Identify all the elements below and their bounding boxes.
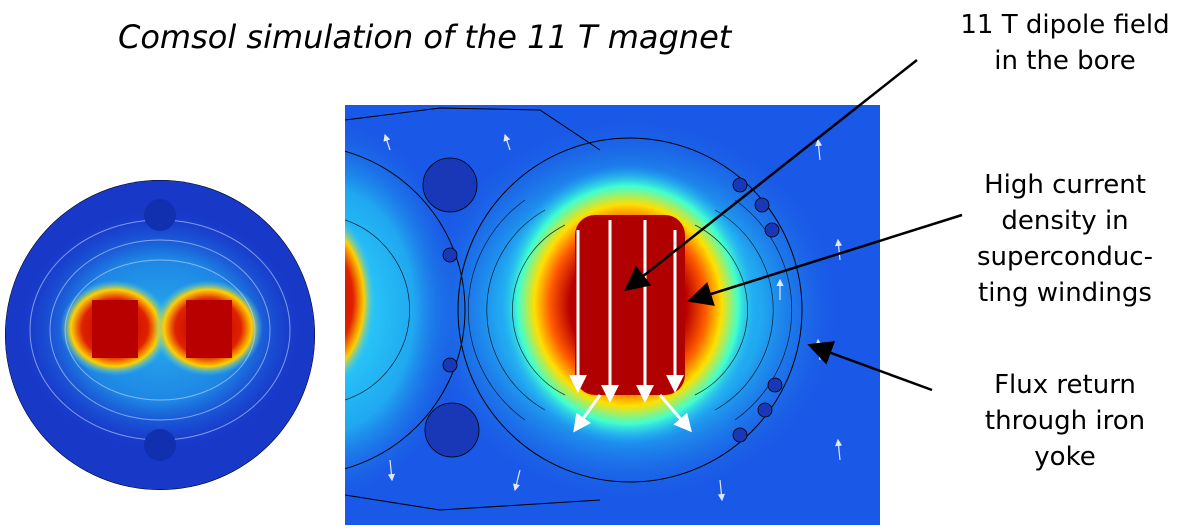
annotation-line: Flux return bbox=[994, 370, 1136, 400]
annotation-line: ting windings bbox=[978, 278, 1152, 308]
annotations: 11 T dipole field in the bore High current… bbox=[960, 10, 1169, 472]
title: Comsol simulation of the 11 T magnet bbox=[118, 18, 733, 56]
annotation-line: superconduc- bbox=[977, 242, 1153, 272]
annotation-line: through iron bbox=[985, 406, 1145, 436]
annotation-line: in the bore bbox=[994, 46, 1135, 76]
annotation-line: yoke bbox=[1034, 442, 1095, 472]
overview-image bbox=[5, 155, 315, 514]
annotation-line: density in bbox=[1001, 206, 1128, 236]
annotation-line: High current bbox=[984, 170, 1146, 200]
annotation-line: 11 T dipole field bbox=[960, 10, 1169, 40]
slide: Comsol simulation of the 11 T magnet bbox=[0, 0, 1196, 531]
